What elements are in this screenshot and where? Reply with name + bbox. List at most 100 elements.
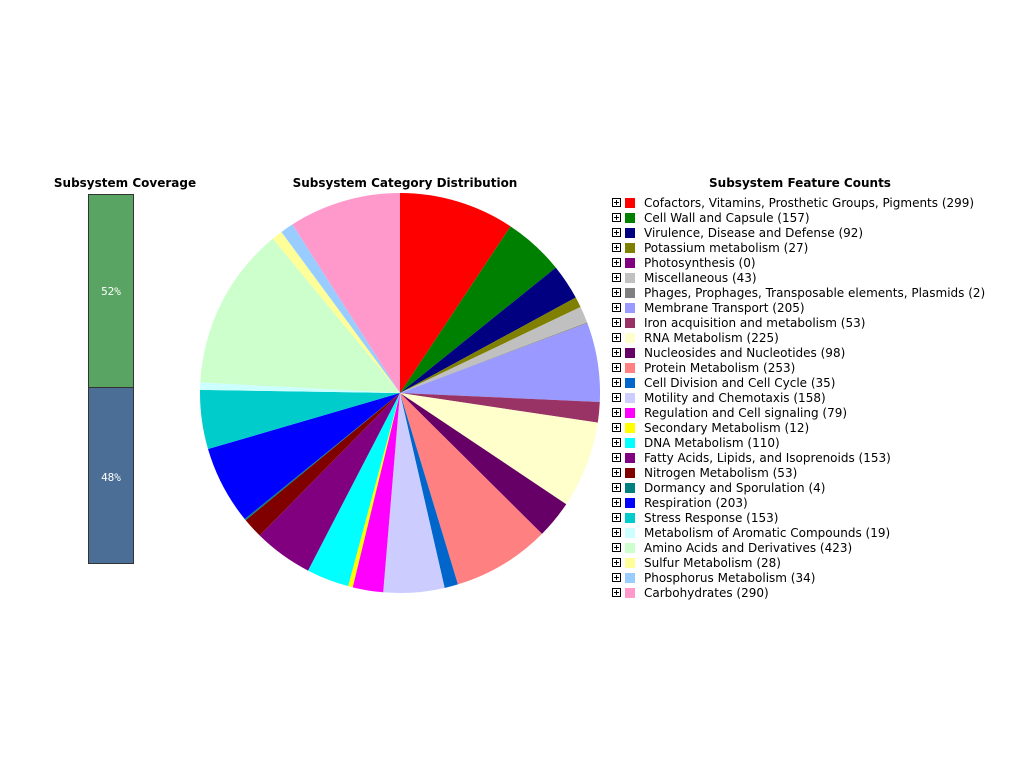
expand-plus-icon[interactable] (612, 393, 621, 402)
expand-plus-icon[interactable] (612, 408, 621, 417)
legend-label[interactable]: Photosynthesis (0) (644, 255, 756, 270)
legend-label[interactable]: RNA Metabolism (225) (644, 330, 779, 345)
expand-plus-icon[interactable] (612, 543, 621, 552)
expand-plus-icon[interactable] (612, 378, 621, 387)
legend-label[interactable]: Phosphorus Metabolism (34) (644, 570, 816, 585)
expand-plus-icon[interactable] (612, 198, 621, 207)
expand-plus-icon[interactable] (612, 438, 621, 447)
legend-label[interactable]: Motility and Chemotaxis (158) (644, 390, 826, 405)
legend-label[interactable]: Protein Metabolism (253) (644, 360, 796, 375)
pie-slice[interactable] (200, 238, 400, 393)
expand-plus-icon[interactable] (612, 333, 621, 342)
pie-slice[interactable] (400, 306, 588, 393)
legend-label[interactable]: Secondary Metabolism (12) (644, 420, 810, 435)
legend-swatch (625, 302, 635, 313)
expand-plus-icon[interactable] (612, 258, 621, 267)
pie-slice[interactable] (352, 393, 400, 593)
legend-item: Respiration (203) (612, 495, 1012, 510)
expand-plus-icon[interactable] (612, 423, 621, 432)
legend-label[interactable]: Carbohydrates (290) (644, 585, 769, 600)
expand-plus-icon[interactable] (612, 468, 621, 477)
expand-plus-icon[interactable] (612, 573, 621, 582)
expand-plus-icon[interactable] (612, 348, 621, 357)
pie-slice[interactable] (400, 323, 601, 403)
legend-label[interactable]: Dormancy and Sporulation (4) (644, 480, 826, 495)
pie-slice[interactable] (259, 393, 400, 571)
legend-label[interactable]: Respiration (203) (644, 495, 748, 510)
pie-slice[interactable] (400, 393, 458, 588)
legend-item: Carbohydrates (290) (612, 585, 1012, 600)
legend-label[interactable]: Cell Division and Cell Cycle (35) (644, 375, 836, 390)
legend-label[interactable]: Nucleosides and Nucleotides (98) (644, 345, 846, 360)
legend-label[interactable]: Iron acquisition and metabolism (53) (644, 315, 866, 330)
legend-item: Nucleosides and Nucleotides (98) (612, 345, 1012, 360)
legend-item: Nitrogen Metabolism (53) (612, 465, 1012, 480)
expand-plus-icon[interactable] (612, 273, 621, 282)
coverage-segment-label: 52% (101, 284, 121, 298)
pie-slice[interactable] (348, 393, 400, 588)
expand-plus-icon[interactable] (612, 243, 621, 252)
legend-label[interactable]: Membrane Transport (205) (644, 300, 805, 315)
expand-plus-icon[interactable] (612, 588, 621, 597)
pie-slice[interactable] (281, 224, 400, 393)
legend-label[interactable]: Nitrogen Metabolism (53) (644, 465, 798, 480)
expand-plus-icon[interactable] (612, 228, 621, 237)
expand-plus-icon[interactable] (612, 453, 621, 462)
pie-slice[interactable] (245, 393, 400, 536)
pie-slice[interactable] (208, 393, 400, 520)
legend-label[interactable]: Phages, Prophages, Transposable elements… (644, 285, 986, 300)
pie-slice[interactable] (400, 193, 511, 393)
expand-plus-icon[interactable] (612, 528, 621, 537)
pie-slice[interactable] (400, 393, 542, 585)
legend-swatch (625, 227, 635, 238)
expand-plus-icon[interactable] (612, 288, 621, 297)
expand-plus-icon[interactable] (612, 513, 621, 522)
legend-label[interactable]: Virulence, Disease and Defense (92) (644, 225, 864, 240)
legend-label[interactable]: Amino Acids and Derivatives (423) (644, 540, 853, 555)
expand-plus-icon[interactable] (612, 363, 621, 372)
pie-slice[interactable] (200, 382, 400, 393)
pie-slice[interactable] (199, 389, 400, 450)
pie-slice[interactable] (400, 226, 556, 393)
legend-item: Membrane Transport (205) (612, 300, 1012, 315)
legend-swatch (625, 257, 635, 268)
legend-label[interactable]: Stress Response (153) (644, 510, 779, 525)
pie-slice[interactable] (400, 393, 600, 423)
pie-slice[interactable] (400, 393, 567, 534)
coverage-bar: 52% 48% (88, 194, 134, 564)
expand-plus-icon[interactable] (612, 498, 621, 507)
legend-swatch (625, 197, 635, 208)
legend-swatch (625, 407, 635, 418)
legend-label[interactable]: Sulfur Metabolism (28) (644, 555, 781, 570)
legend-label[interactable]: Regulation and Cell signaling (79) (644, 405, 848, 420)
legend-swatch (625, 497, 635, 508)
pie-slice[interactable] (400, 267, 576, 393)
pie-slice[interactable] (292, 193, 400, 393)
pie-slice[interactable] (244, 393, 400, 521)
pie-slice[interactable] (400, 322, 588, 393)
expand-plus-icon[interactable] (612, 483, 621, 492)
pie-slice[interactable] (400, 393, 598, 505)
legend-swatch (625, 377, 635, 388)
pie-slice[interactable] (272, 231, 400, 393)
pie-slice[interactable] (308, 393, 400, 587)
expand-plus-icon[interactable] (612, 303, 621, 312)
legend-label[interactable]: Metabolism of Aromatic Compounds (19) (644, 525, 891, 540)
expand-plus-icon[interactable] (612, 318, 621, 327)
pie-slice[interactable] (400, 297, 581, 393)
legend-label[interactable]: Potassium metabolism (27) (644, 240, 809, 255)
legend-label[interactable]: Miscellaneous (43) (644, 270, 757, 285)
expand-plus-icon[interactable] (612, 558, 621, 567)
legend-label[interactable]: Fatty Acids, Lipids, and Isoprenoids (15… (644, 450, 891, 465)
legend-swatch (625, 512, 635, 523)
legend-label[interactable]: Cell Wall and Capsule (157) (644, 210, 810, 225)
legend-label[interactable]: DNA Metabolism (110) (644, 435, 780, 450)
legend-title: Subsystem Feature Counts (709, 176, 891, 190)
expand-plus-icon[interactable] (612, 213, 621, 222)
legend-item: Metabolism of Aromatic Compounds (19) (612, 525, 1012, 540)
legend-item: Sulfur Metabolism (28) (612, 555, 1012, 570)
legend-item: RNA Metabolism (225) (612, 330, 1012, 345)
pie-slice[interactable] (383, 393, 445, 593)
legend-label[interactable]: Cofactors, Vitamins, Prosthetic Groups, … (644, 195, 975, 210)
legend-swatch (625, 392, 635, 403)
